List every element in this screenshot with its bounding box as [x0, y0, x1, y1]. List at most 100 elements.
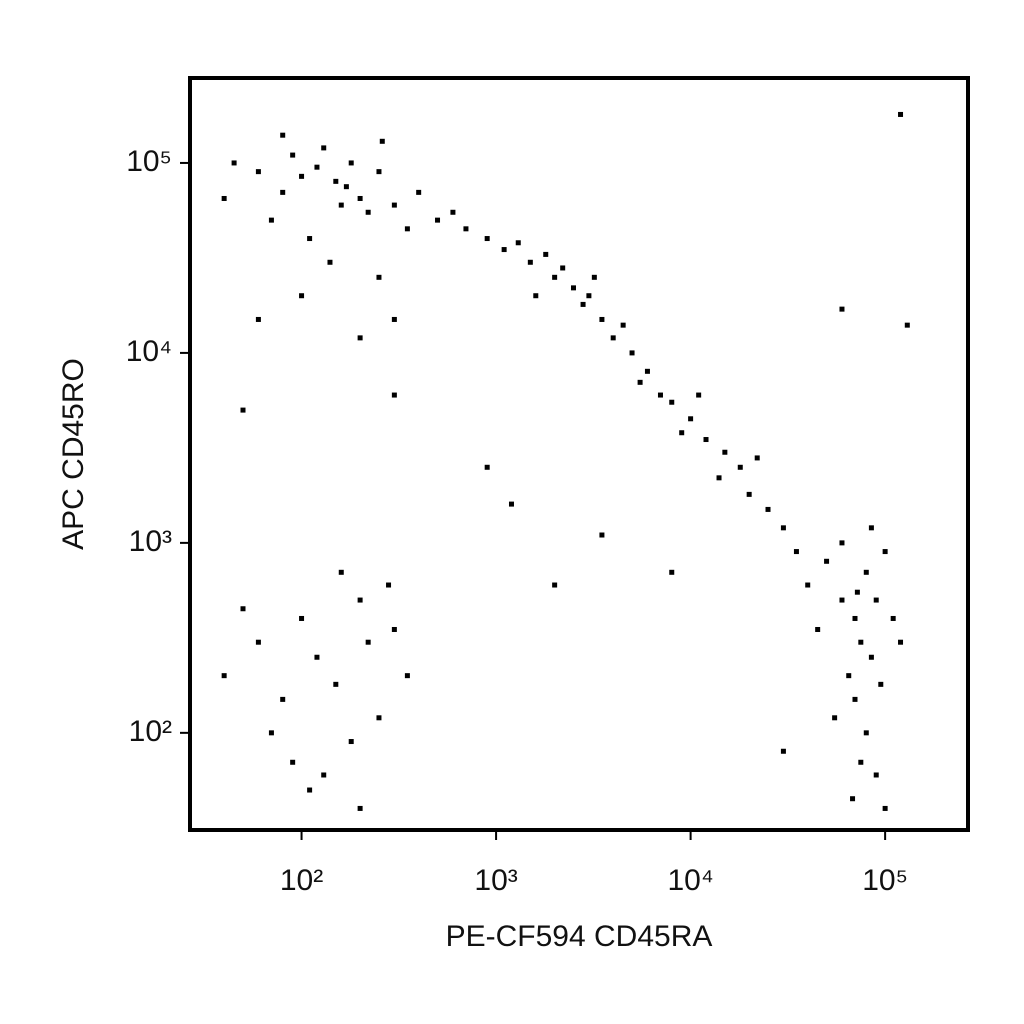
dot — [863, 730, 869, 736]
dot — [416, 189, 422, 195]
x-axis-label: PE-CF594 CD45RA — [446, 920, 713, 953]
dot — [552, 274, 558, 280]
dot — [365, 209, 371, 215]
x-tick-label: 10² — [280, 864, 323, 897]
dot — [533, 293, 539, 299]
dot — [357, 597, 363, 603]
dot — [858, 639, 864, 645]
dot — [904, 322, 910, 328]
dot — [307, 787, 313, 793]
dot — [868, 525, 874, 531]
dot — [391, 626, 397, 632]
dot — [299, 615, 305, 621]
dot — [501, 247, 507, 253]
dot — [610, 335, 616, 341]
dot — [280, 132, 286, 138]
dot — [780, 748, 786, 754]
dot — [299, 173, 305, 179]
dot — [391, 316, 397, 322]
dot — [327, 259, 333, 265]
dot — [404, 673, 410, 679]
dot — [307, 236, 313, 242]
dot — [591, 274, 597, 280]
dot — [839, 540, 845, 546]
dot — [268, 217, 274, 223]
dot — [815, 626, 821, 632]
dot — [314, 164, 320, 170]
dot — [737, 464, 743, 470]
dot — [255, 316, 261, 322]
y-tick-label: 10⁴ — [126, 335, 172, 368]
dot — [722, 449, 728, 455]
dot — [780, 525, 786, 531]
dot — [850, 796, 856, 802]
dot — [463, 226, 469, 232]
dot — [696, 392, 702, 398]
dot — [255, 169, 261, 175]
dot — [321, 145, 327, 151]
dot — [898, 639, 904, 645]
dot — [280, 189, 286, 195]
dot — [333, 681, 339, 687]
dot — [839, 306, 845, 312]
dot — [890, 615, 896, 621]
dot — [357, 335, 363, 341]
dot — [570, 285, 576, 291]
dot — [754, 455, 760, 461]
dot — [873, 772, 879, 778]
dot — [386, 582, 392, 588]
dot — [839, 597, 845, 603]
dot — [716, 475, 722, 481]
dot — [333, 178, 339, 184]
dot — [527, 259, 533, 265]
dot — [898, 111, 904, 117]
dot — [338, 569, 344, 575]
dot — [221, 195, 227, 201]
dot — [637, 379, 643, 385]
dot — [508, 501, 514, 507]
y-tick-label: 10⁵ — [126, 145, 172, 178]
dot — [703, 437, 709, 443]
dot — [878, 681, 884, 687]
dot — [657, 392, 663, 398]
dot — [599, 316, 605, 322]
dot — [379, 138, 385, 144]
dot — [268, 730, 274, 736]
dot — [321, 772, 327, 778]
dot — [669, 569, 675, 575]
dot — [832, 715, 838, 721]
dot — [846, 673, 852, 679]
dot — [882, 549, 888, 555]
dot — [290, 152, 296, 158]
dot — [338, 202, 344, 208]
y-tick-label: 10³ — [129, 525, 172, 558]
dot — [644, 368, 650, 374]
dot — [882, 805, 888, 811]
dot — [669, 399, 675, 405]
dot — [240, 407, 246, 413]
dot — [348, 739, 354, 745]
dot — [376, 274, 382, 280]
dot — [290, 759, 296, 765]
dot — [629, 350, 635, 356]
dot — [343, 184, 349, 190]
plot-frame — [188, 76, 970, 832]
x-tick-label: 10⁵ — [862, 864, 908, 897]
dot — [240, 606, 246, 612]
dot — [560, 265, 566, 271]
dot — [620, 322, 626, 328]
dot — [688, 416, 694, 422]
x-tick-label: 10⁴ — [667, 864, 713, 897]
dot — [824, 558, 830, 564]
dot — [854, 589, 860, 595]
dot — [299, 293, 305, 299]
dot — [873, 597, 879, 603]
dot — [863, 569, 869, 575]
dot — [280, 696, 286, 702]
dot — [314, 654, 320, 660]
dot — [679, 430, 685, 436]
dot — [391, 392, 397, 398]
dot — [852, 696, 858, 702]
dot — [858, 759, 864, 765]
dot — [365, 639, 371, 645]
